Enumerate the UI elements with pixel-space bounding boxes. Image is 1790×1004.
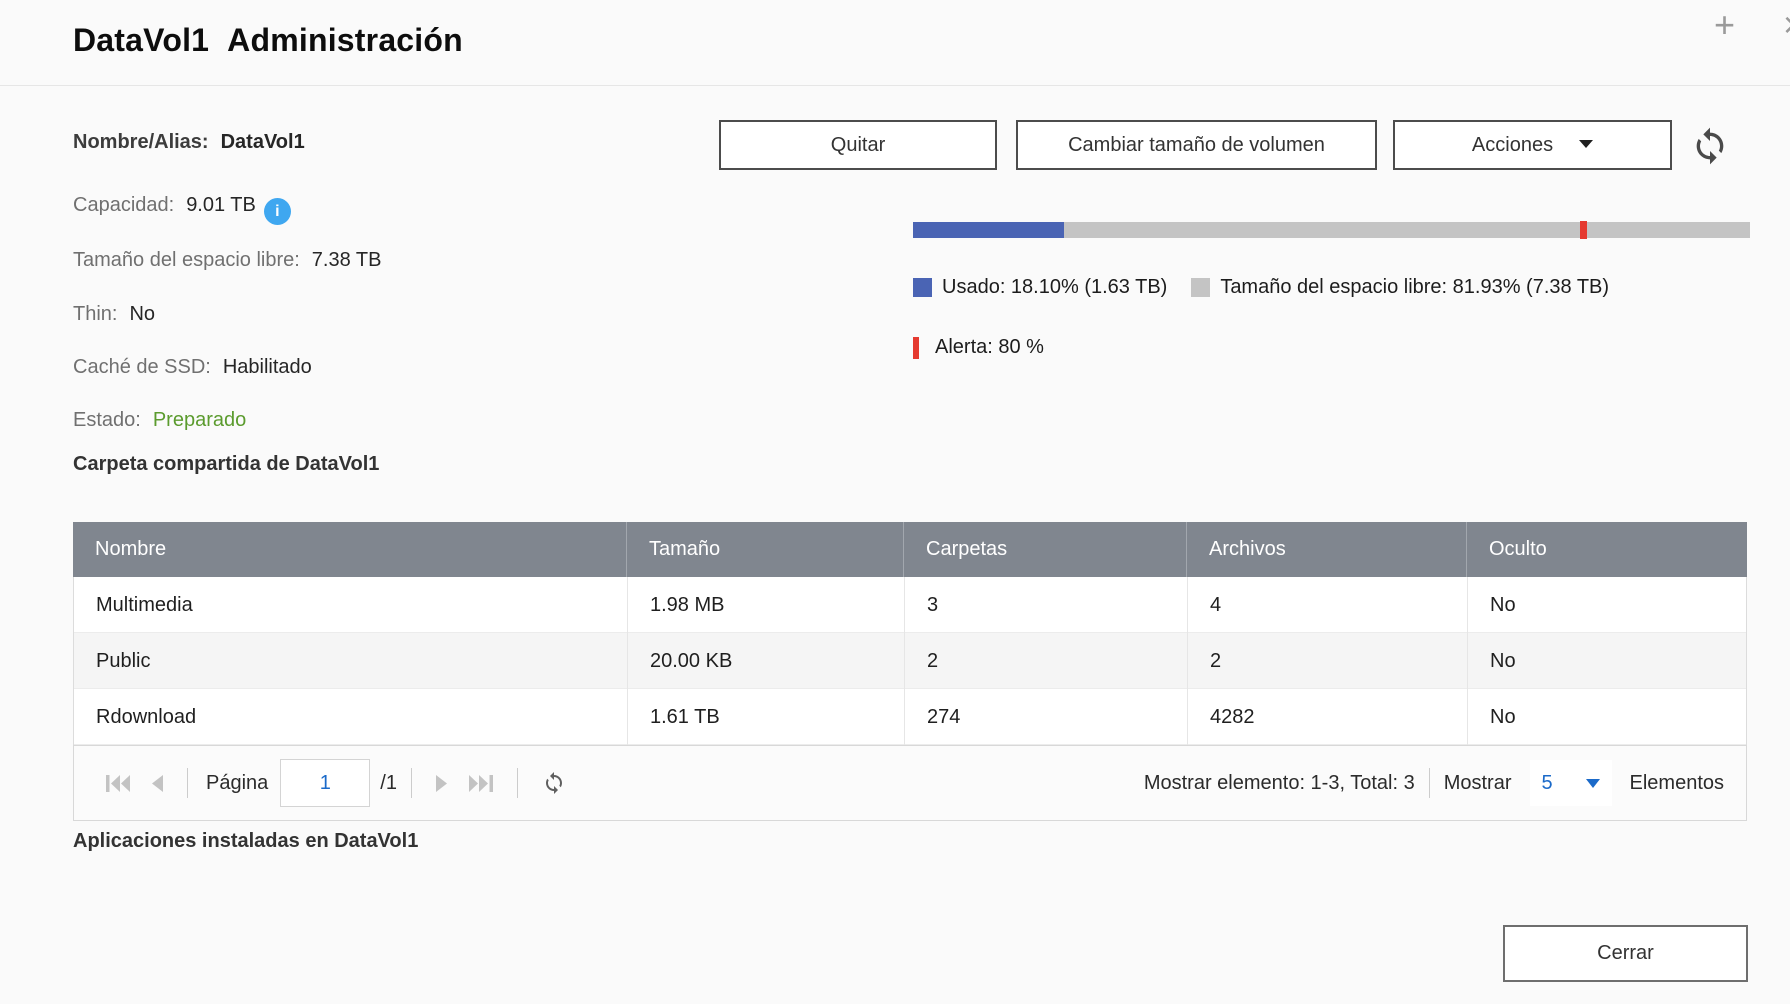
resize-volume-button[interactable]: Cambiar tamaño de volumen	[1016, 120, 1377, 170]
alert-legend-label: Alerta: 80 %	[935, 336, 1044, 358]
table-row[interactable]: Multimedia 1.98 MB 3 4 No	[74, 576, 1746, 633]
usage-legend: Usado: 18.10% (1.63 TB) Tamaño del espac…	[913, 276, 1609, 299]
capacity-label: Capacidad:	[73, 194, 175, 216]
divider	[516, 768, 518, 798]
close-button[interactable]: Cerrar	[1503, 925, 1748, 982]
shared-folders-table: Nombre Tamaño Carpetas Archivos Oculto M…	[73, 522, 1747, 821]
cell-folders: 2	[904, 632, 1187, 689]
cell-files: 2	[1187, 632, 1467, 689]
table-row[interactable]: Rdownload 1.61 TB 274 4282 No	[74, 688, 1746, 745]
pagination-right: Mostrar elemento: 1-3, Total: 3 Mostrar …	[1144, 760, 1724, 806]
usage-alert-marker	[1579, 221, 1587, 239]
add-window-icon[interactable]: +	[1714, 4, 1736, 45]
cell-name: Public	[96, 649, 151, 672]
page-size-value: 5	[1541, 771, 1553, 794]
used-swatch-icon	[913, 278, 932, 297]
column-header-tamano[interactable]: Tamaño	[626, 522, 903, 577]
divider	[410, 768, 412, 798]
alert-legend: Alerta: 80 %	[913, 336, 1044, 359]
volume-name: DataVol1	[73, 22, 210, 58]
first-page-icon[interactable]	[96, 774, 140, 792]
divider	[187, 768, 188, 798]
column-header-nombre[interactable]: Nombre	[95, 538, 167, 560]
name-label: Nombre/Alias:	[73, 131, 209, 153]
free-swatch-icon	[1191, 278, 1211, 297]
thin-label: Thin:	[73, 303, 118, 325]
cell-hidden: No	[1467, 576, 1746, 633]
chevron-down-icon	[1579, 140, 1594, 148]
cell-files: 4	[1187, 576, 1467, 633]
actions-label: Acciones	[1471, 134, 1554, 156]
usage-bar-used	[913, 222, 1065, 238]
table-row[interactable]: Public 20.00 KB 2 2 No	[74, 632, 1746, 689]
page-number-input[interactable]	[280, 759, 371, 807]
page-total: /1	[380, 771, 397, 794]
alert-marker-icon	[913, 336, 919, 359]
section-name: Administración	[227, 22, 463, 58]
prev-page-icon[interactable]	[140, 774, 173, 792]
pagination-bar: Página /1 Mostrar elemento: 1-3, Total: …	[73, 745, 1747, 821]
thin-row: Thin: No	[73, 303, 155, 326]
cell-folders: 274	[904, 688, 1187, 745]
free-legend-label: Tamaño del espacio libre: 81.93% (7.38 T…	[1220, 276, 1610, 298]
column-header-archivos[interactable]: Archivos	[1186, 522, 1466, 577]
chevron-down-icon	[1585, 778, 1600, 788]
last-page-icon[interactable]	[459, 774, 503, 792]
shared-folder-heading: Carpeta compartida de DataVol1	[73, 453, 380, 475]
free-space-row: Tamaño del espacio libre: 7.38 TB	[73, 249, 381, 272]
column-header-carpetas[interactable]: Carpetas	[903, 522, 1186, 577]
ssd-cache-label: Caché de SSD:	[73, 356, 211, 378]
table-body: Multimedia 1.98 MB 3 4 No Public 20.00 K…	[73, 576, 1747, 745]
ssd-cache-row: Caché de SSD: Habilitado	[73, 356, 312, 379]
cell-files: 4282	[1187, 688, 1467, 745]
ssd-cache-value: Habilitado	[222, 356, 312, 378]
next-page-icon[interactable]	[426, 774, 459, 792]
refresh-icon-glyph	[1696, 127, 1724, 165]
cell-folders: 3	[904, 576, 1187, 633]
actions-dropdown-button[interactable]: Acciones	[1393, 120, 1672, 170]
used-legend-label: Usado: 18.10% (1.63 TB)	[942, 276, 1168, 298]
status-row: Estado: Preparado	[73, 409, 246, 432]
cell-size: 1.98 MB	[627, 576, 904, 633]
items-status: Mostrar elemento: 1-3, Total: 3	[1143, 771, 1415, 794]
window-controls: + ×	[1710, 4, 1790, 46]
name-value: DataVol1	[220, 131, 305, 153]
page-size-select[interactable]: 5	[1529, 760, 1612, 806]
info-icon[interactable]: i	[263, 198, 291, 225]
free-space-value: 7.38 TB	[311, 249, 382, 271]
free-space-label: Tamaño del espacio libre:	[73, 249, 300, 271]
cell-size: 1.61 TB	[627, 688, 904, 745]
installed-apps-heading: Aplicaciones instaladas en DataVol1	[73, 830, 419, 852]
status-label: Estado:	[73, 409, 141, 431]
table-header-row: Nombre Tamaño Carpetas Archivos Oculto	[73, 522, 1747, 577]
capacity-value: 9.01 TB	[186, 194, 256, 216]
cell-hidden: No	[1467, 688, 1746, 745]
divider	[1428, 768, 1430, 798]
thin-value: No	[129, 303, 156, 325]
cell-hidden: No	[1467, 632, 1746, 689]
refresh-icon[interactable]	[1690, 126, 1730, 166]
dialog-header: DataVol1 Administración + ×	[0, 0, 1790, 86]
volume-name-row: Nombre/Alias: DataVol1	[73, 131, 305, 154]
cell-name: Multimedia	[96, 593, 193, 616]
cell-name: Rdownload	[96, 705, 197, 728]
items-label: Elementos	[1629, 771, 1725, 794]
show-label: Mostrar	[1443, 771, 1512, 794]
cell-size: 20.00 KB	[627, 632, 904, 689]
page-title: DataVol1 Administración	[73, 22, 463, 59]
remove-button[interactable]: Quitar	[719, 120, 997, 170]
capacity-row: Capacidad: 9.01 TB i	[73, 194, 291, 225]
page-label: Página	[206, 771, 269, 794]
usage-progress-bar	[913, 221, 1750, 239]
column-header-oculto[interactable]: Oculto	[1466, 522, 1747, 577]
status-value: Preparado	[152, 409, 247, 431]
close-window-icon[interactable]: ×	[1783, 4, 1790, 46]
table-refresh-icon[interactable]	[532, 767, 576, 799]
